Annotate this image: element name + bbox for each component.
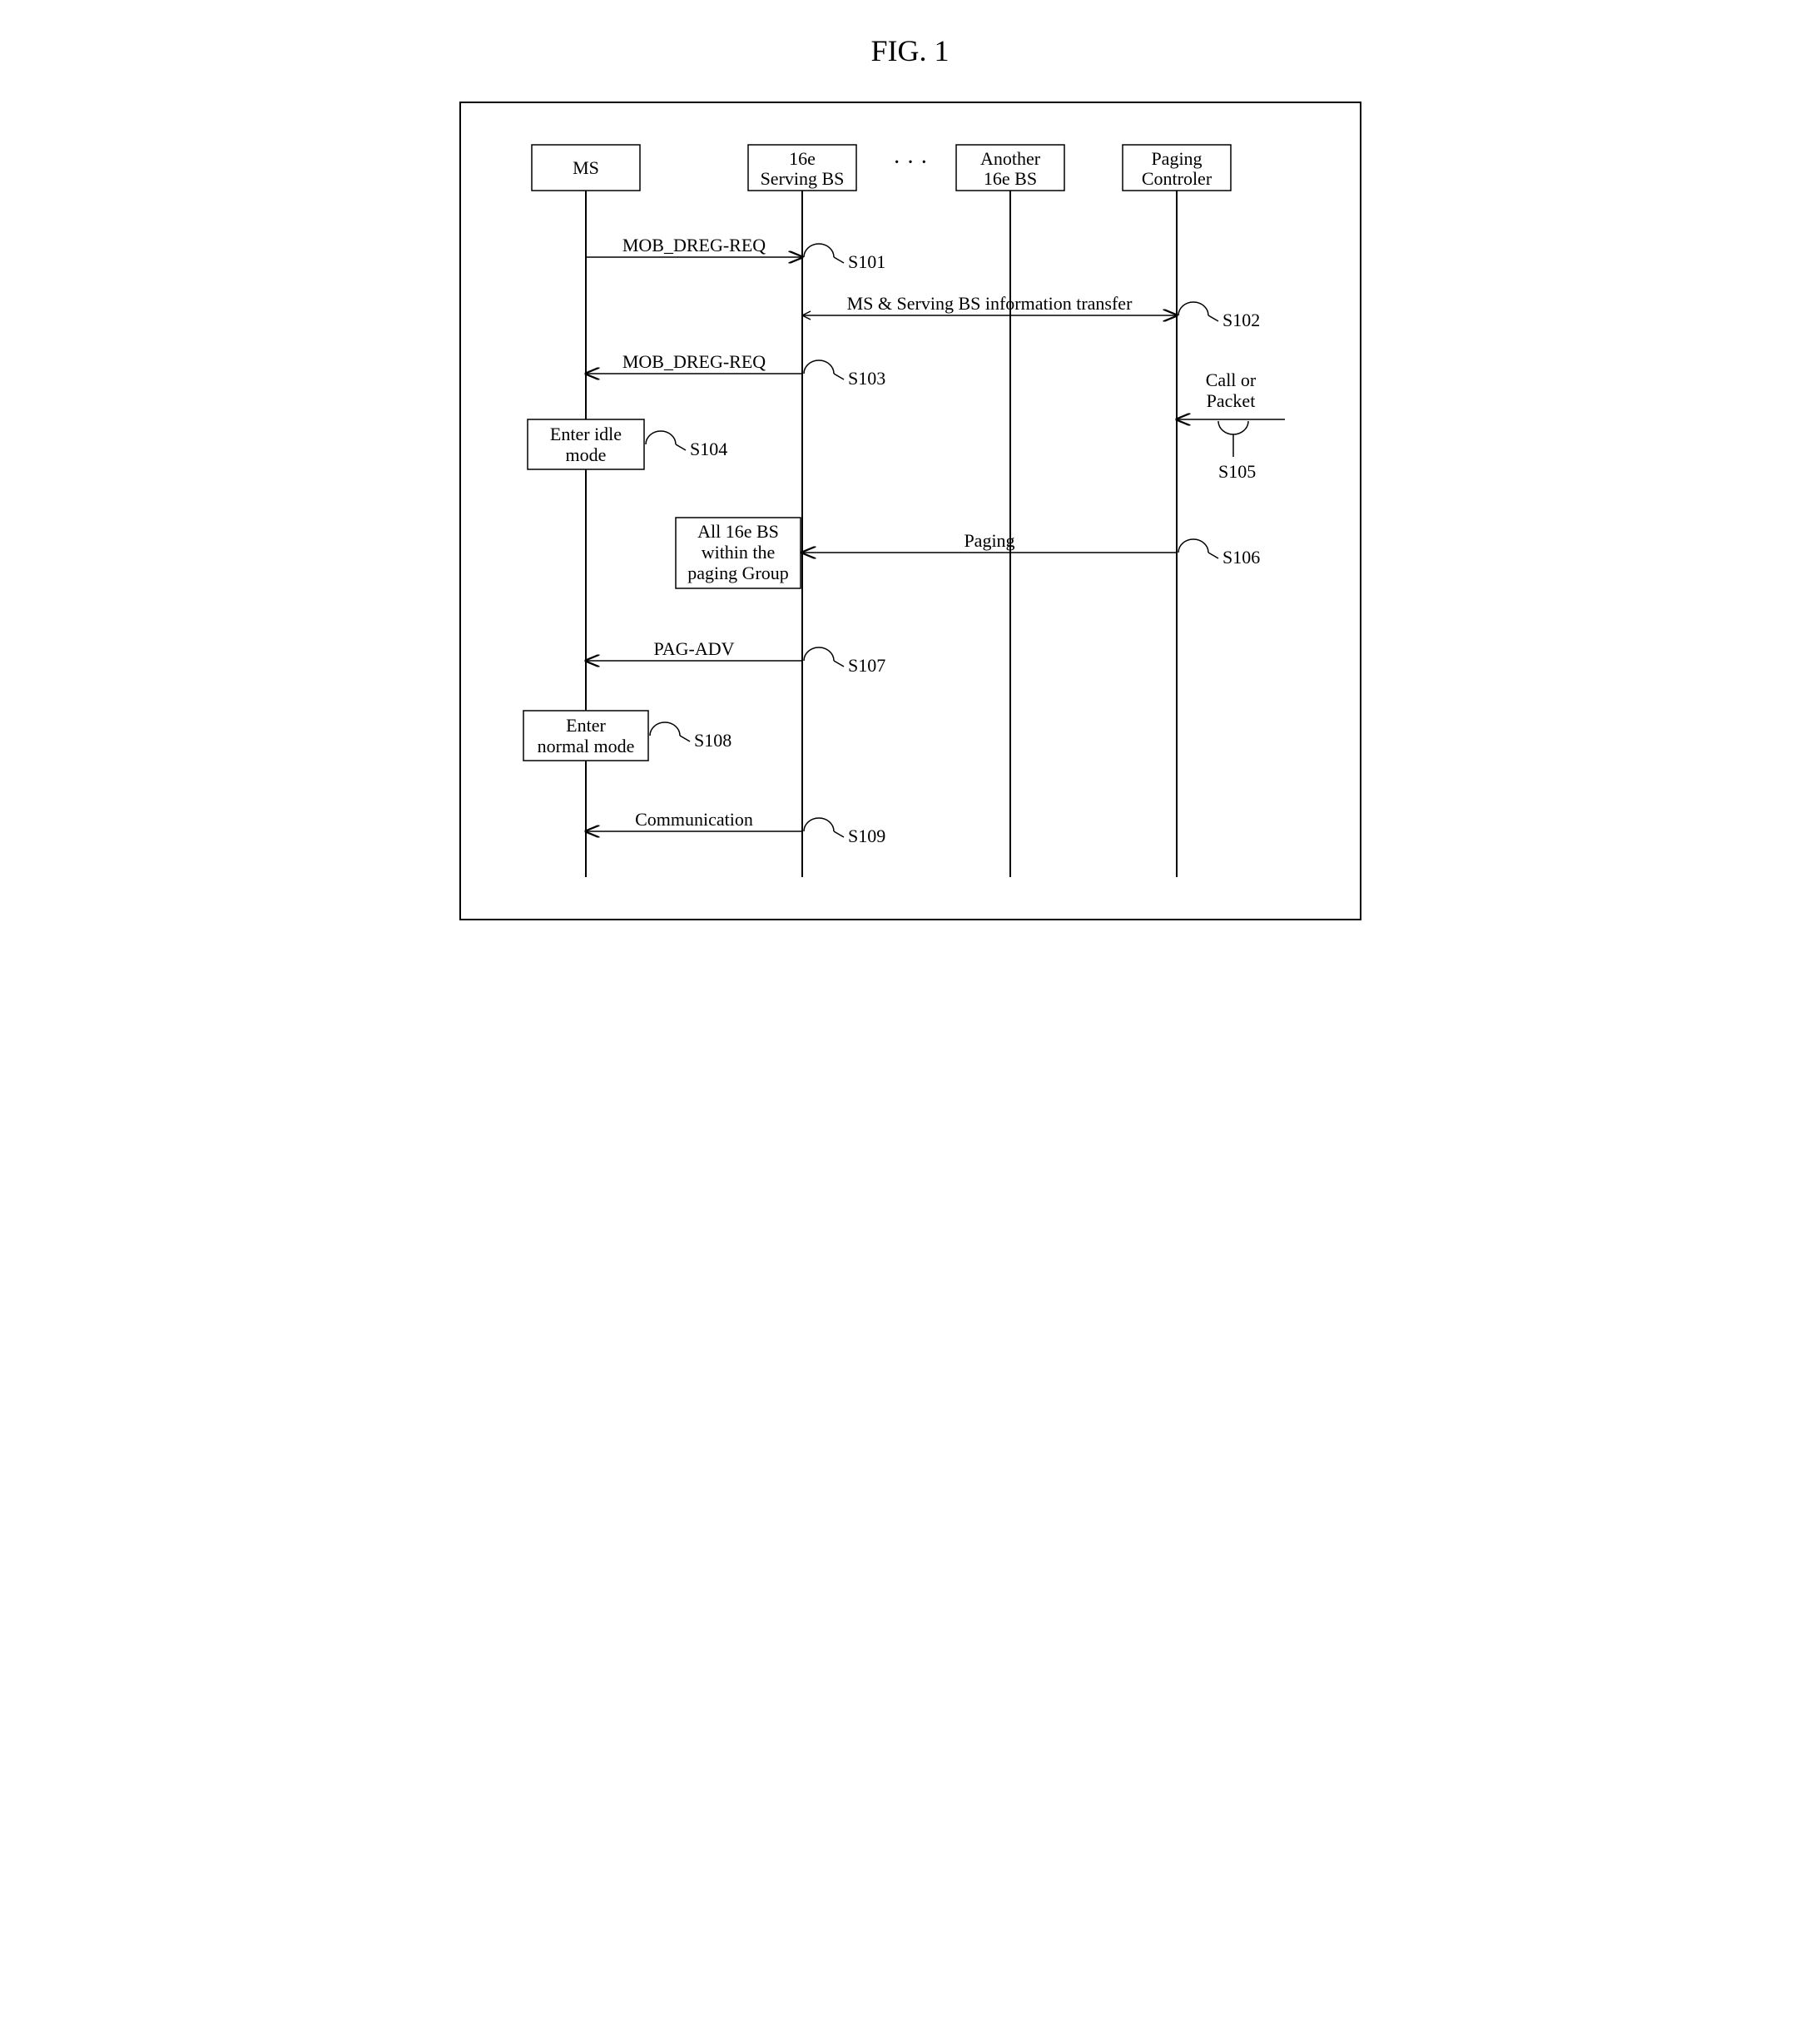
participant-ms: MS (532, 145, 640, 191)
participant-paging-controller: Paging Controler (1123, 145, 1231, 191)
s105-label2: Packet (1206, 390, 1255, 411)
s109-label: Communication (635, 809, 753, 830)
serving-bs-label1: 16e (789, 148, 816, 169)
step-s104: Enter idle mode S104 (528, 419, 727, 469)
sequence-diagram: MS 16e Serving BS · · · Another 16e BS P… (459, 102, 1361, 920)
s101-step: S101 (848, 251, 885, 272)
figure-title: FIG. 1 (33, 33, 1787, 68)
another-bs-label2: 16e BS (983, 168, 1036, 189)
step-s103: MOB_DREG-REQ S103 (586, 351, 885, 389)
s106-label: Paging (964, 530, 1014, 551)
serving-bs-label2: Serving BS (760, 168, 844, 189)
s102-label: MS & Serving BS information transfer (846, 293, 1132, 314)
s106-box-label2: within the (701, 542, 775, 563)
step-s101: MOB_DREG-REQ S101 (586, 235, 885, 272)
ms-label: MS (573, 157, 599, 178)
s103-label: MOB_DREG-REQ (622, 351, 765, 372)
s105-step: S105 (1218, 461, 1256, 482)
s106-box-label3: paging Group (687, 563, 789, 583)
s104-label1: Enter idle (549, 424, 621, 444)
s101-label: MOB_DREG-REQ (622, 235, 765, 255)
s109-step: S109 (848, 826, 885, 846)
step-s105: Call or Packet S105 (1177, 369, 1285, 482)
s107-label: PAG-ADV (653, 638, 734, 659)
s105-label1: Call or (1205, 369, 1256, 390)
s107-step: S107 (848, 655, 885, 676)
s108-label1: Enter (566, 715, 606, 736)
step-s102: MS & Serving BS information transfer S10… (802, 293, 1260, 330)
s106-step: S106 (1222, 547, 1260, 568)
step-s108: Enter normal mode S108 (523, 711, 731, 761)
another-bs-label1: Another (979, 148, 1040, 169)
s108-label2: normal mode (537, 736, 634, 756)
step-s106: Paging S106 All 16e BS within the paging… (676, 518, 1260, 588)
s103-step: S103 (848, 368, 885, 389)
step-s107: PAG-ADV S107 (586, 638, 885, 676)
paging-ctrl-label2: Controler (1141, 168, 1212, 189)
ellipsis: · · · (893, 150, 928, 176)
diagram-svg: MS 16e Serving BS · · · Another 16e BS P… (494, 128, 1293, 894)
s102-step: S102 (1222, 310, 1260, 330)
s108-step: S108 (694, 730, 731, 751)
paging-ctrl-label1: Paging (1151, 148, 1202, 169)
participant-another-bs: Another 16e BS (956, 145, 1064, 191)
participant-serving-bs: 16e Serving BS (748, 145, 856, 191)
s106-box-label1: All 16e BS (697, 521, 779, 542)
s104-label2: mode (565, 444, 606, 465)
step-s109: Communication S109 (586, 809, 885, 846)
s104-step: S104 (690, 439, 727, 459)
